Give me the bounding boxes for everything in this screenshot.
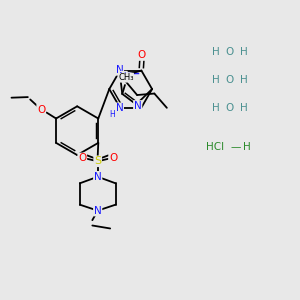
- Text: N: N: [94, 172, 102, 182]
- Text: N: N: [94, 206, 102, 216]
- Text: N: N: [116, 65, 123, 75]
- Text: HCl: HCl: [206, 142, 224, 152]
- Text: H: H: [243, 142, 250, 152]
- Text: —: —: [230, 142, 241, 152]
- Text: H: H: [240, 103, 248, 113]
- Text: S: S: [94, 156, 101, 166]
- Text: H: H: [109, 110, 115, 118]
- Text: N: N: [119, 72, 127, 82]
- Text: O: O: [37, 105, 45, 115]
- Text: O: O: [226, 103, 234, 113]
- Text: H: H: [212, 47, 219, 57]
- Text: O: O: [226, 47, 234, 57]
- Text: O: O: [226, 75, 234, 85]
- Text: N: N: [134, 101, 142, 111]
- Text: CH₃: CH₃: [118, 73, 134, 82]
- Text: H: H: [240, 47, 248, 57]
- Text: N: N: [116, 103, 123, 113]
- Text: H: H: [212, 103, 219, 113]
- Text: O: O: [78, 153, 86, 163]
- Text: O: O: [109, 153, 117, 163]
- Text: H: H: [212, 75, 219, 85]
- Text: O: O: [138, 50, 146, 60]
- Text: H: H: [240, 75, 248, 85]
